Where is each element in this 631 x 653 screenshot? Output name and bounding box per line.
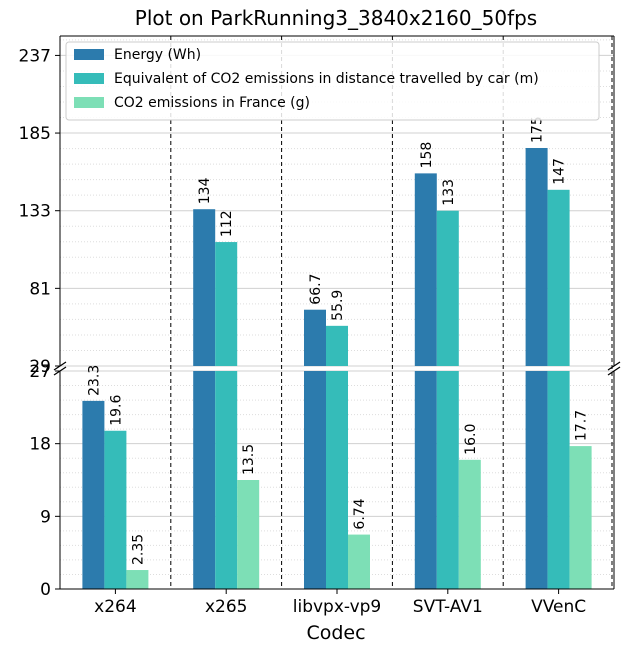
data-label: 175 (530, 116, 546, 143)
data-label: 23.3 (86, 365, 102, 396)
category-separators (170, 36, 613, 589)
bar-1-x265-lower (193, 371, 216, 589)
upper-y-tick-label: 81 (29, 279, 51, 299)
bar-2-VVenC-lower (547, 371, 570, 589)
bar-2-x265-upper (215, 242, 238, 366)
bar-3-x264-lower (126, 570, 149, 589)
legend: Energy (Wh) Equivalent of CO2 emissions i… (65, 41, 600, 121)
bar-3-VVenC-lower (569, 446, 592, 589)
chart-title: Plot on ParkRunning3_3840x2160_50fps (135, 6, 537, 30)
upper-y-tick-label: 29 (29, 357, 51, 377)
bar-1-x265-upper (193, 209, 216, 366)
bar-2-libvpx-vp9-upper (326, 325, 348, 366)
lower-y-tick-label: 18 (29, 435, 51, 455)
bar-1-SVT-AV1-lower (414, 371, 437, 589)
legend-entry: Energy (Wh) (114, 47, 201, 63)
data-label: 147 (552, 158, 568, 185)
data-label: 134 (197, 177, 213, 204)
legend-entry: CO2 emissions in France (g) (114, 95, 310, 111)
data-label: 2.35 (130, 534, 146, 565)
axis-break-mark (607, 361, 621, 371)
bar-2-x265-lower (215, 371, 238, 589)
data-label: 112 (219, 210, 235, 237)
bar-2-x264-lower (104, 430, 127, 589)
axis-break-mark (607, 366, 621, 376)
bar-2-VVenC-upper (547, 189, 570, 366)
x-tick-label: libvpx-vp9 (293, 597, 382, 617)
x-tick-label: SVT-AV1 (413, 597, 483, 617)
x-tick-label: x264 (94, 597, 137, 617)
x-tick-label: VVenC (531, 597, 586, 617)
bar-3-SVT-AV1-lower (458, 459, 481, 589)
data-label: 17.7 (574, 410, 590, 441)
data-label: 13.5 (241, 444, 257, 475)
bar-3-x265-lower (237, 480, 260, 589)
bar-layer (82, 147, 592, 589)
legend-entry: Equivalent of CO2 emissions in distance … (114, 71, 539, 87)
lower-y-tick-label: 0 (40, 580, 51, 600)
x-tick-label: x265 (205, 597, 248, 617)
bar-3-libvpx-vp9-lower (348, 534, 370, 589)
upper-y-tick-label: 185 (19, 124, 51, 144)
data-label: 66.7 (308, 274, 324, 305)
legend-swatch (74, 97, 104, 108)
bar-1-SVT-AV1-upper (414, 173, 437, 366)
bar-2-libvpx-vp9-lower (326, 371, 348, 589)
upper-y-tick-label: 237 (19, 46, 51, 66)
axis-layer: 29 81 133 185 237 0 9 18 27 x264 x265 libvpx-vp9 SVT… (19, 35, 621, 617)
data-label: 158 (419, 142, 435, 169)
legend-swatch (74, 73, 104, 84)
bar-1-libvpx-vp9-lower (304, 371, 326, 589)
lower-y-tick-label: 27 (29, 362, 51, 382)
data-label-layer: 23.3 134 66.7 158 175 19.6 112 55.9 133 147 2.35 13… (86, 116, 589, 565)
bar-2-SVT-AV1-lower (436, 371, 459, 589)
bar-2-SVT-AV1-upper (436, 210, 459, 366)
bar-1-VVenC-lower (525, 371, 548, 589)
legend-box (65, 41, 600, 121)
bar-1-libvpx-vp9-upper (304, 309, 326, 366)
lower-y-tick-label: 9 (40, 507, 51, 527)
bar-1-VVenC-upper (525, 147, 548, 366)
data-label: 55.9 (330, 290, 346, 321)
data-label: 6.74 (352, 498, 368, 529)
data-label: 16.0 (463, 424, 479, 455)
legend-swatch (74, 49, 104, 60)
upper-y-tick-label: 133 (19, 202, 51, 222)
data-label: 133 (441, 179, 457, 206)
data-label: 19.6 (108, 394, 124, 425)
bar-1-x264-lower (82, 400, 105, 589)
x-axis-label: Codec (306, 622, 365, 644)
